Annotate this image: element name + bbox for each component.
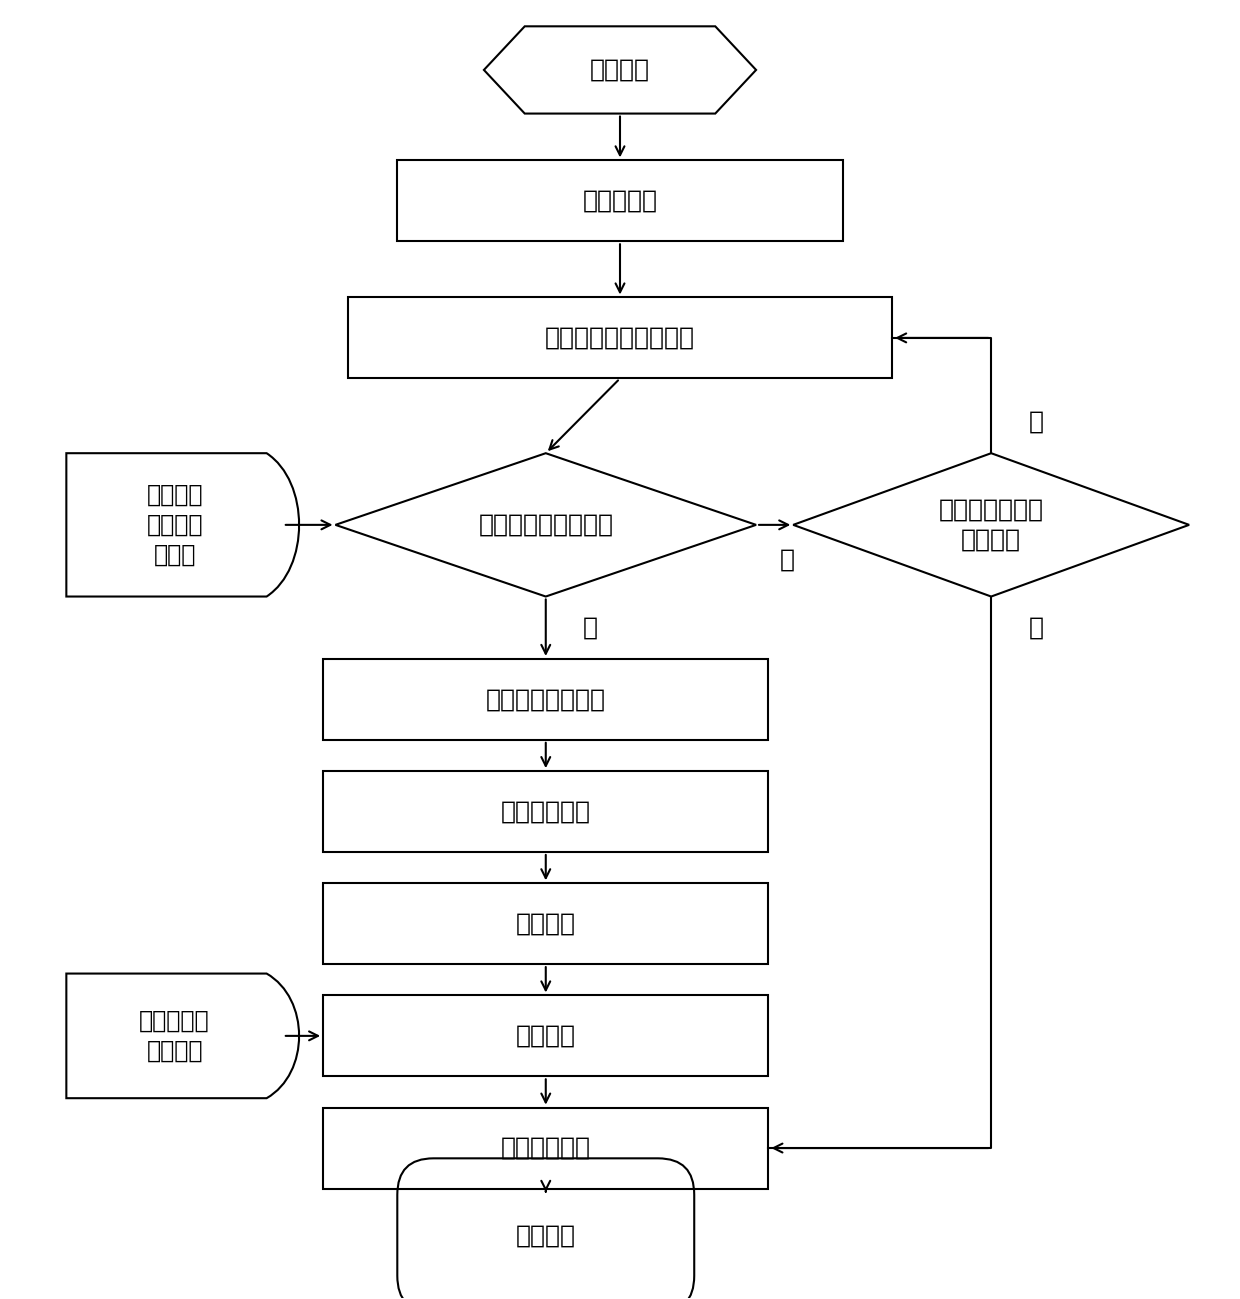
Text: 判断是否为数字区域: 判断是否为数字区域	[479, 513, 614, 536]
Text: 图像倾斜校正: 图像倾斜校正	[501, 799, 590, 824]
Text: 训练数字识
别分类器: 训练数字识 别分类器	[139, 1009, 210, 1063]
Text: 算法结束: 算法结束	[516, 1224, 575, 1247]
Bar	[324, 772, 769, 852]
Text: 得到数字区域小图: 得到数字区域小图	[486, 687, 606, 712]
Text: 是: 是	[1028, 410, 1043, 434]
Text: 数字识别: 数字识别	[516, 1024, 575, 1048]
Bar	[397, 160, 843, 242]
Bar	[324, 1108, 769, 1189]
Text: 是否有未判断的
矩形区域: 是否有未判断的 矩形区域	[939, 498, 1044, 552]
Bar	[324, 883, 769, 964]
Text: 训练识别
数字区域
分类器: 训练识别 数字区域 分类器	[146, 483, 203, 566]
Text: 数字分割: 数字分割	[516, 912, 575, 935]
Text: 得到识别结果: 得到识别结果	[501, 1137, 590, 1160]
Text: 图像预处理: 图像预处理	[583, 188, 657, 213]
Text: 筛选图像中的矩形区域: 筛选图像中的矩形区域	[546, 326, 694, 349]
Text: 否: 否	[1028, 616, 1043, 639]
Bar	[324, 995, 769, 1077]
Bar	[324, 659, 769, 740]
Text: 是: 是	[583, 616, 598, 639]
Bar	[347, 297, 893, 378]
Text: 否: 否	[780, 548, 795, 572]
Text: 巡检数据: 巡检数据	[590, 58, 650, 82]
